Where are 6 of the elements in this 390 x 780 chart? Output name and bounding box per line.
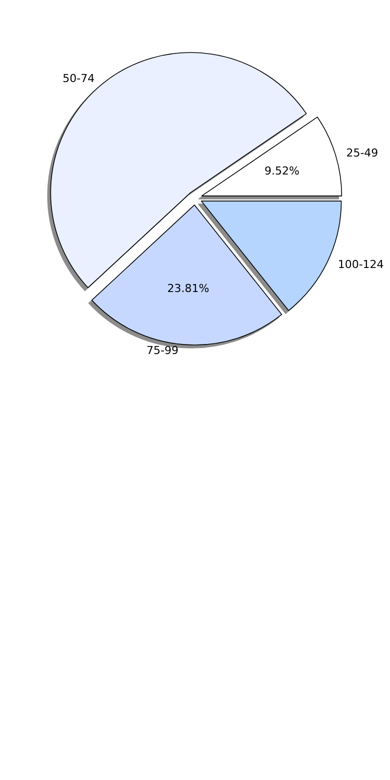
slice-label: 50-74 xyxy=(62,72,95,85)
data-label: 9.52% xyxy=(264,164,300,178)
data-label: 23.81% xyxy=(167,282,210,296)
slice-label: 25-49 xyxy=(346,146,378,160)
slice-label: 75-99 xyxy=(146,344,179,358)
slice-label: 100-124 xyxy=(338,258,384,271)
